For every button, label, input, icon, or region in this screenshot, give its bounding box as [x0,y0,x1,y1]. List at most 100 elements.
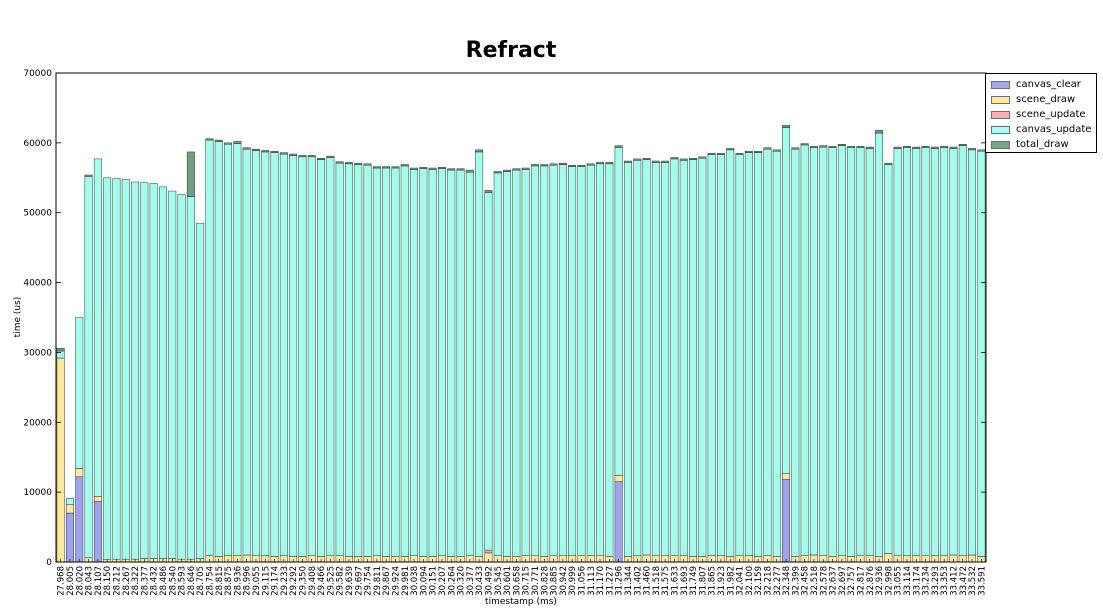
bar-canvas_update-94 [930,148,939,556]
bar-canvas_update-55 [568,166,577,556]
bar-total_draw-76 [763,147,772,150]
bar-total_draw-30 [335,161,344,164]
x-tick-label: 30.492 [484,566,494,596]
x-tick-label: 29.754 [364,566,374,596]
x-tick-label: 28.936 [233,566,243,596]
bar-total_draw-38 [410,167,419,170]
bar-scene_draw-1 [65,504,74,514]
bar-canvas_update-36 [391,167,400,557]
y-tick-label: 70000 [23,69,52,79]
bar-canvas_update-34 [372,167,381,556]
x-tick-label: 28.754 [205,566,215,596]
x-tick-label: 30.715 [522,566,532,596]
y-tick-label: 30000 [23,348,52,358]
bar-canvas_update-25 [289,155,298,557]
bar-total_draw-83 [828,146,837,149]
bar-total_draw-79 [791,147,800,150]
x-tick-label: 28.377 [140,566,150,596]
bar-canvas_update-46 [484,192,493,551]
x-tick-label: 32.218 [763,566,773,596]
legend-label: canvas_update [1016,124,1092,135]
bar-canvas_update-47 [493,172,502,556]
x-tick-label: 33.293 [931,566,941,596]
bar-canvas_update-49 [512,169,521,557]
bar-canvas_update-73 [735,154,744,556]
x-tick-label: 33.353 [940,566,950,596]
bar-total_draw-93 [921,146,930,149]
x-tick-label: 30.828 [540,566,550,596]
bar-canvas_update-28 [317,159,326,557]
bar-canvas_update-65 [661,162,670,556]
plot-area-frame [55,72,987,563]
bar-canvas_update-80 [800,144,809,556]
bar-canvas_update-16 [205,139,214,556]
x-tick-label: 30.094 [419,566,429,596]
bar-canvas_update-95 [940,147,949,556]
bar-total_draw-56 [577,164,586,167]
bar-total_draw-23 [270,150,279,153]
x-tick-label: 32.817 [856,566,866,596]
bar-scene_draw-78 [782,473,791,480]
bar-canvas_update-42 [447,169,456,557]
x-tick-label: 28.020 [75,566,85,596]
bar-total_draw-64 [651,160,660,163]
x-tick-label: 32.518 [810,566,820,596]
bar-canvas_update-14 [186,196,195,560]
bar-total_draw-33 [363,163,372,166]
x-tick-label: 28.996 [243,566,253,596]
bar-canvas_update-74 [744,152,753,556]
bar-total_draw-25 [289,153,298,156]
x-tick-label: 29.115 [261,566,271,596]
bar-total_draw-22 [261,150,270,153]
bar-total_draw-36 [391,166,400,169]
x-tick-label: 32.936 [875,566,885,596]
x-tick-label: 28.593 [178,566,188,596]
bar-total_draw-31 [344,162,353,165]
bar-scene_draw-0 [56,357,65,563]
bar-canvas_update-15 [196,222,205,559]
x-tick-label: 31.113 [587,566,597,596]
bar-canvas_update-69 [698,157,707,557]
bar-canvas_update-23 [270,152,279,557]
bar-total_draw-61 [623,160,632,163]
bar-canvas_update-38 [410,169,419,556]
legend-label: total_draw [1016,139,1069,150]
bar-total_draw-48 [503,169,512,172]
x-tick-label: 28.107 [94,566,104,596]
x-tick-label: 29.055 [252,566,262,596]
x-tick-label: 28.646 [187,566,197,596]
bar-total_draw-14 [186,151,195,197]
x-tick-label: 31.693 [680,566,690,596]
bar-canvas_update-18 [224,144,233,556]
bar-canvas_update-59 [605,163,614,557]
bar-scene_draw-4 [93,496,102,502]
bar-canvas_update-17 [214,141,223,557]
bar-total_draw-37 [400,164,409,167]
bar-total_draw-57 [586,163,595,166]
bar-total_draw-32 [354,162,363,165]
x-tick-label: 33.055 [894,566,904,596]
x-tick-label: 29.350 [298,566,308,596]
bar-canvas_update-39 [419,168,428,557]
bar-canvas_update-44 [465,171,474,556]
legend-label: scene_draw [1016,94,1076,105]
x-tick-label: 27.968 [57,566,67,596]
x-tick-label: 30.207 [438,566,448,596]
legend-label: scene_update [1016,109,1086,120]
x-tick-label: 33.472 [959,566,969,596]
x-tick-label: 29.174 [271,566,281,596]
bar-total_draw-69 [698,156,707,159]
y-tick-label: 40000 [23,279,52,289]
x-tick-label: 31.575 [661,566,671,596]
bar-canvas_update-92 [912,148,921,556]
x-tick-label: 31.344 [624,566,634,596]
bar-total_draw-60 [614,145,623,148]
bar-total_draw-67 [679,158,688,161]
bar-canvas_update-81 [809,147,818,556]
bar-total_draw-28 [317,157,326,160]
bar-canvas_update-68 [689,159,698,557]
x-tick-label: 31.982 [726,566,736,596]
bar-canvas_update-82 [819,146,828,556]
bar-total_draw-65 [661,160,670,163]
bar-scene_draw-60 [614,475,623,482]
